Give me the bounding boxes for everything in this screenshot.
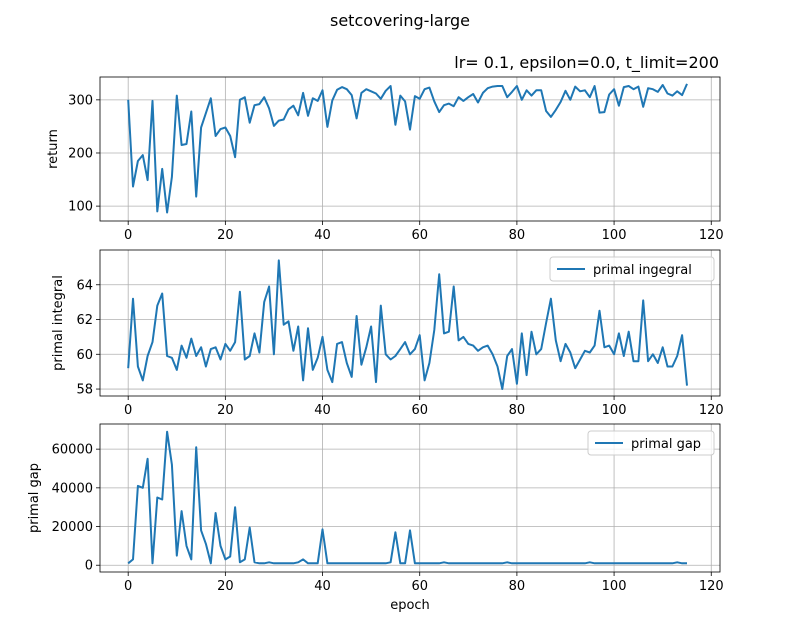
primal-gap-x-tick-label: 120	[699, 579, 724, 594]
primal-gap-y-tick-label: 0	[85, 559, 93, 574]
primal-gap-y-tick-label: 40000	[52, 481, 93, 496]
primal-integral-legend: primal ingegral	[549, 256, 715, 282]
primal-gap-axes-frame	[99, 423, 721, 573]
primal-integral-x-tick-label: 80	[509, 403, 526, 418]
primal-gap-x-tick-label: 0	[124, 579, 132, 594]
return-x-tick-label: 60	[411, 228, 428, 243]
return-y-tick-label: 200	[68, 146, 93, 161]
primal-integral-x-tick-label: 0	[124, 403, 132, 418]
primal-gap-y-tick-label: 60000	[52, 443, 93, 458]
return-x-tick-label: 40	[314, 228, 331, 243]
primal-gap-ylabel: primal gap	[27, 463, 42, 533]
return-x-tick-label: 120	[699, 228, 724, 243]
return-x-tick-label: 20	[217, 228, 234, 243]
primal-integral-x-tick-label: 60	[411, 403, 428, 418]
return-y-tick-label: 100	[68, 200, 93, 215]
figure-suptitle: setcovering-large	[330, 11, 470, 30]
primal-integral-x-tick-label: 120	[699, 403, 724, 418]
primal-integral-legend-label: primal ingegral	[593, 263, 692, 278]
primal-integral-x-tick-label: 40	[314, 403, 331, 418]
primal-integral-y-tick-label: 64	[76, 278, 93, 293]
primal-gap-series-line	[127, 430, 687, 565]
primal-integral-panel: 0 20 40 60 80 100 120 58 60 62 64 primal integral pr…	[51, 249, 724, 418]
primal-gap-x-tick-label: 60	[411, 579, 428, 594]
primal-integral-legend-box	[549, 256, 715, 282]
primal-integral-series-line	[127, 259, 688, 390]
primal-integral-y-tick-label: 58	[76, 383, 93, 398]
return-x-tick-label: 0	[124, 228, 132, 243]
return-x-tick-label: 100	[602, 228, 627, 243]
primal-integral-x-tick-label: 20	[217, 403, 234, 418]
return-panel: 0 20 40 60 80 100 120 100 200 300 return	[46, 76, 724, 243]
primal-gap-y-tick-label: 20000	[52, 520, 93, 535]
return-series-line	[127, 83, 688, 214]
figure-subtitle: lr= 0.1, epsilon=0.0, t_limit=200	[454, 53, 719, 73]
primal-integral-y-tick-label: 62	[76, 313, 93, 328]
primal-gap-legend: primal gap	[587, 430, 715, 456]
return-x-tick-label: 80	[509, 228, 526, 243]
primal-gap-x-tick-label: 80	[509, 579, 526, 594]
primal-gap-x-tick-label: 100	[602, 579, 627, 594]
primal-integral-y-tick-label: 60	[76, 348, 93, 363]
primal-gap-panel: 0 20 40 60 80 100 120 0 20000 40000 60000 primal ga…	[27, 423, 724, 613]
return-axes-frame	[99, 76, 721, 222]
primal-integral-ylabel: primal integral	[51, 275, 66, 371]
primal-gap-legend-box	[587, 430, 715, 456]
return-y-tick-label: 300	[68, 93, 93, 108]
primal-integral-x-tick-label: 100	[602, 403, 627, 418]
primal-integral-axes-frame	[99, 249, 721, 397]
primal-gap-x-tick-label: 40	[314, 579, 331, 594]
return-ylabel: return	[46, 129, 61, 169]
primal-gap-legend-label: primal gap	[631, 437, 701, 452]
primal-gap-x-tick-label: 20	[217, 579, 234, 594]
primal-gap-xlabel: epoch	[390, 598, 430, 613]
